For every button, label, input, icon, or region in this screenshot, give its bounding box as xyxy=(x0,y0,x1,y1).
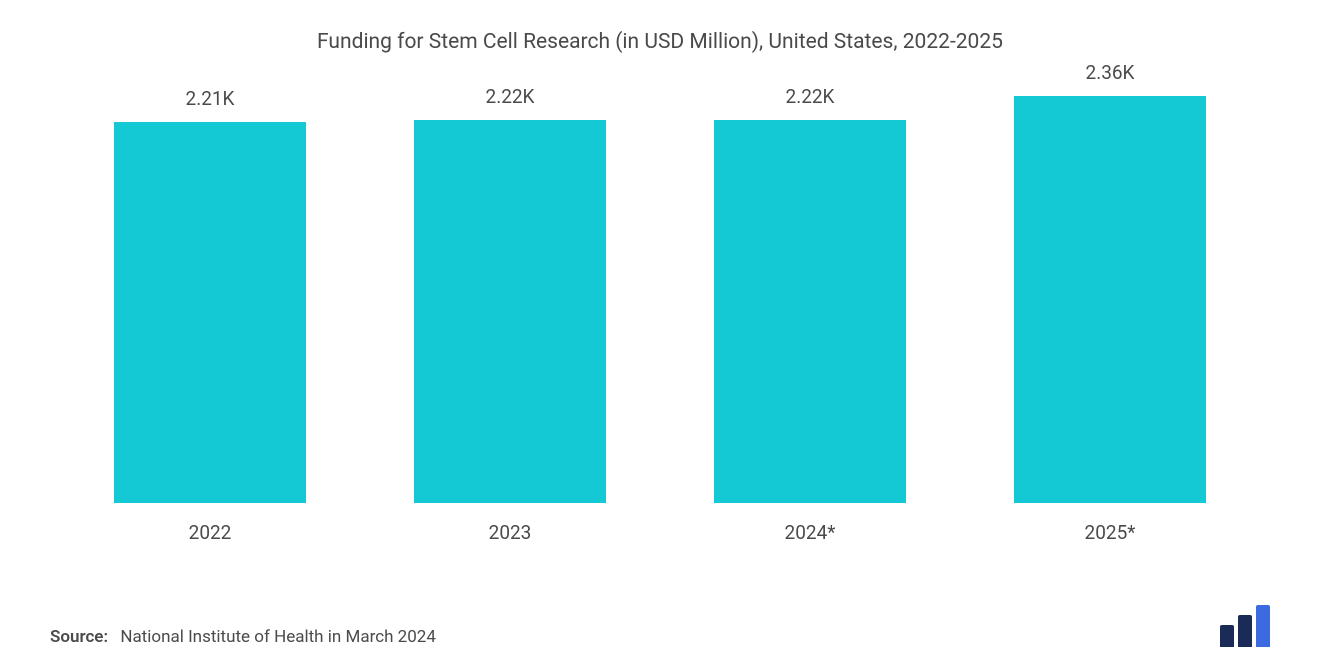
source-citation: Source: National Institute of Health in … xyxy=(50,627,436,647)
source-label: Source: xyxy=(50,627,108,647)
plot-area: 2.21K 2022 2.22K 2023 2.22K 2024* 2.36K 2025* xyxy=(50,64,1270,544)
chart-title: Funding for Stem Cell Research (in USD M… xyxy=(50,30,1270,54)
bar-value-label: 2.36K xyxy=(1086,61,1135,84)
bar-value-label: 2.22K xyxy=(786,85,835,108)
source-text: National Institute of Health in March 20… xyxy=(120,627,436,647)
brand-logo xyxy=(1220,605,1270,647)
bar-group: 2.22K 2024* xyxy=(678,85,942,544)
logo-bar-icon xyxy=(1238,615,1252,647)
bar-category-label: 2024* xyxy=(785,521,836,544)
chart-footer: Source: National Institute of Health in … xyxy=(50,605,1270,647)
bar-category-label: 2023 xyxy=(489,521,532,544)
bar-value-label: 2.21K xyxy=(186,87,235,110)
bar-category-label: 2025* xyxy=(1085,521,1136,544)
chart-container: Funding for Stem Cell Research (in USD M… xyxy=(0,0,1320,665)
bar xyxy=(414,120,607,503)
bar-group: 2.21K 2022 xyxy=(78,87,342,544)
logo-bar-icon xyxy=(1220,625,1234,647)
bar-group: 2.36K 2025* xyxy=(978,61,1242,544)
logo-bar-icon xyxy=(1256,605,1270,647)
bar xyxy=(1014,96,1207,503)
bar-value-label: 2.22K xyxy=(486,85,535,108)
bar-group: 2.22K 2023 xyxy=(378,85,642,544)
bar xyxy=(114,122,307,503)
bar xyxy=(714,120,907,503)
bar-category-label: 2022 xyxy=(189,521,232,544)
